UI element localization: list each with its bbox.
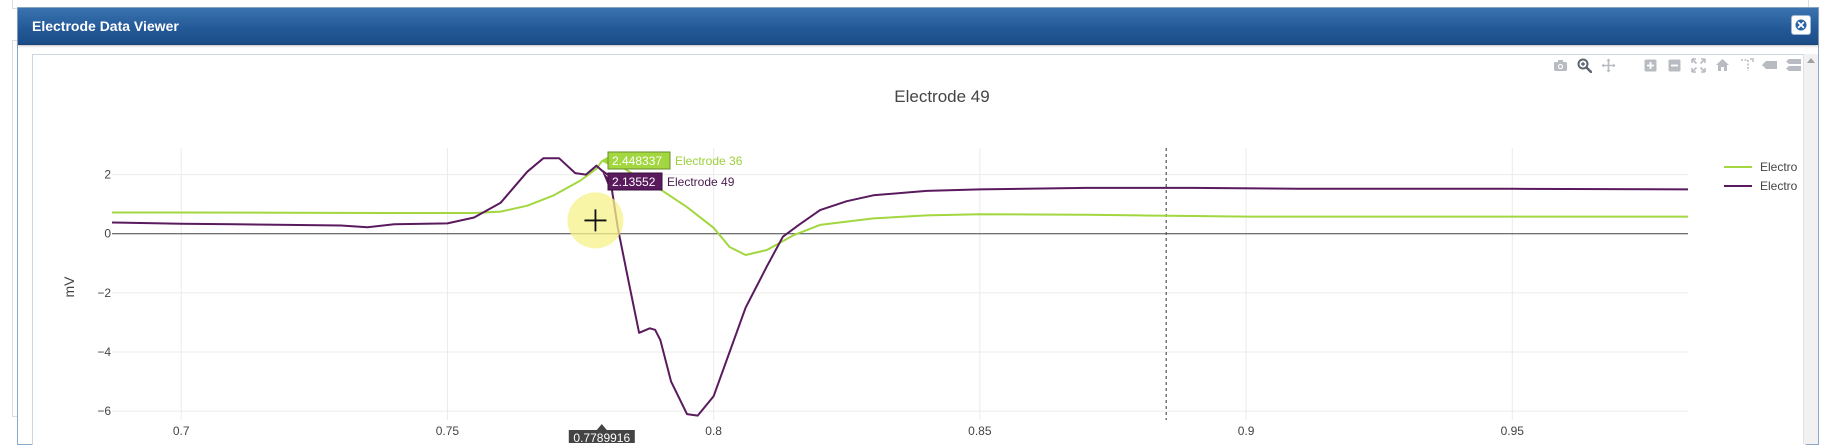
hover-x-value: 0.7789916 <box>573 431 630 443</box>
scroll-up-arrow-icon[interactable] <box>1807 58 1815 63</box>
hover-closest-icon[interactable] <box>1762 57 1778 73</box>
plot-modebar <box>1552 55 1802 75</box>
y-tick-label: −4 <box>97 345 111 359</box>
y-tick-label: −2 <box>97 286 111 300</box>
hover-pointer <box>601 156 608 165</box>
x-tick-label: 0.75 <box>436 424 460 438</box>
legend-item[interactable]: Electro <box>1724 179 1798 193</box>
y-tick-label: 0 <box>104 227 111 241</box>
x-tick-label: 0.7 <box>173 424 190 438</box>
plot-panel <box>32 54 1806 445</box>
crosshair-cursor-icon <box>584 209 607 232</box>
crosshair-path <box>584 209 607 232</box>
series-line-electrode-49[interactable] <box>112 157 1688 417</box>
dialog-title: Electrode Data Viewer <box>32 18 179 34</box>
home-icon[interactable] <box>1714 57 1730 73</box>
hover-value: 2.13552 <box>612 175 656 189</box>
zoom-out-icon[interactable] <box>1666 57 1682 73</box>
x-tick-label: 0.95 <box>1501 424 1525 438</box>
y-axis-title: mV <box>61 276 77 298</box>
legend-label: Electro <box>1760 160 1798 174</box>
zoom-icon[interactable] <box>1576 57 1592 73</box>
zoom-in-icon[interactable] <box>1642 57 1658 73</box>
pan-icon[interactable] <box>1600 57 1616 73</box>
x-tick-label: 0.8 <box>705 424 722 438</box>
hover-label-electrode-49: 2.13552 Electrode 49 <box>601 170 735 191</box>
y-tick-label: 2 <box>104 168 111 182</box>
y-tick-label: −6 <box>97 404 111 418</box>
legend-label: Electro <box>1760 179 1798 193</box>
hover-pointer <box>601 170 608 186</box>
hover-x-label: 0.7789916 <box>568 424 635 443</box>
hover-value: 2.448337 <box>612 154 662 168</box>
vertical-scrollbar[interactable] <box>1803 54 1818 444</box>
legend-item[interactable]: Electro <box>1724 160 1798 174</box>
autoscale-icon[interactable] <box>1690 57 1706 73</box>
x-tick-label: 0.85 <box>968 424 992 438</box>
hover-series-name: Electrode 36 <box>675 154 743 168</box>
series-line-electrode-36[interactable] <box>112 157 1688 256</box>
camera-icon[interactable] <box>1552 57 1568 73</box>
hover-x-box <box>568 430 635 443</box>
x-tick-label: 0.9 <box>1238 424 1255 438</box>
close-button[interactable] <box>1791 15 1811 35</box>
hover-compare-icon[interactable] <box>1786 57 1802 73</box>
chart-title: Electrode 49 <box>894 87 989 106</box>
hover-series-name: Electrode 49 <box>667 175 735 189</box>
hover-value-box <box>607 172 663 191</box>
hover-label-electrode-36: 2.448337 Electrode 36 <box>601 151 743 170</box>
hover-x-pointer <box>596 424 607 430</box>
hover-value-box <box>607 151 671 170</box>
spike-lines-icon[interactable] <box>1738 57 1754 73</box>
dialog-titlebar[interactable]: Electrode Data Viewer <box>18 8 1818 45</box>
close-icon <box>1795 19 1807 31</box>
